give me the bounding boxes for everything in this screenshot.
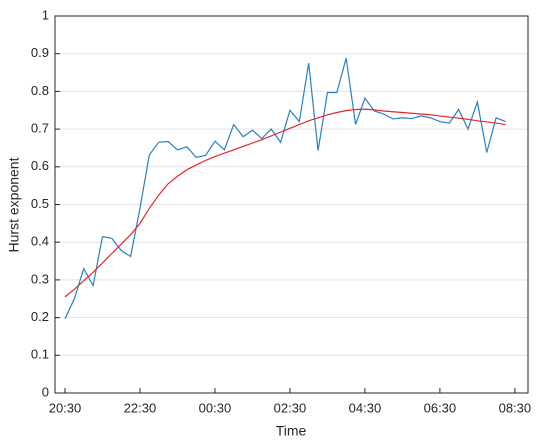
y-tick-label: 0.5 — [31, 196, 49, 211]
y-tick-label: 1 — [42, 7, 49, 22]
x-tick-label: 06:30 — [424, 400, 457, 415]
y-tick-label: 0.9 — [31, 45, 49, 60]
plot-frame — [54, 15, 529, 394]
x-tick-label: 20:30 — [49, 400, 82, 415]
y-tick-label: 0 — [42, 384, 49, 399]
x-tick-label: 08:30 — [499, 400, 532, 415]
x-tick-label: 00:30 — [199, 400, 232, 415]
x-tick-label: 04:30 — [349, 400, 382, 415]
y-tick-label: 0.1 — [31, 347, 49, 362]
x-axis-label: Time — [276, 423, 307, 439]
y-tick-label: 0.3 — [31, 271, 49, 286]
x-tick-label: 22:30 — [124, 400, 157, 415]
y-tick-label: 0.2 — [31, 309, 49, 324]
y-tick-label: 0.4 — [31, 234, 49, 249]
y-axis-label: Hurst exponent — [6, 157, 22, 252]
y-tick-label: 0.6 — [31, 158, 49, 173]
series-line — [64, 58, 506, 319]
series-line — [64, 108, 506, 298]
x-tick-label: 02:30 — [274, 400, 307, 415]
y-tick-label: 0.7 — [31, 121, 49, 136]
y-tick-label: 0.8 — [31, 83, 49, 98]
